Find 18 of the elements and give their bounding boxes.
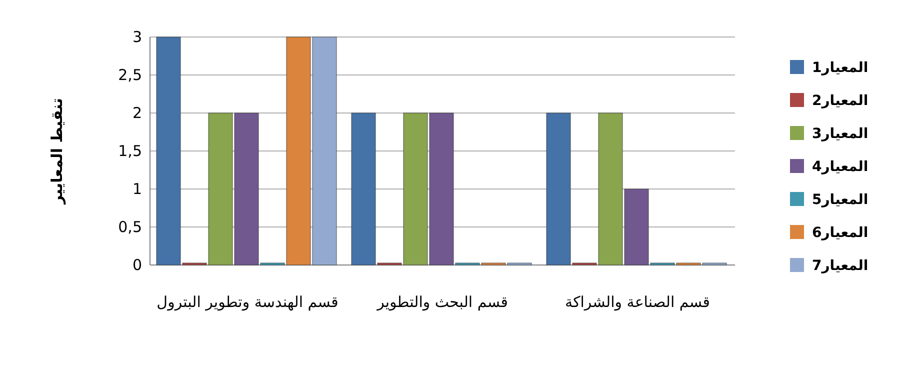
y-tick-label: 1,5	[118, 142, 142, 160]
y-tick-label: 0,5	[118, 218, 142, 236]
y-tick-label: 2	[132, 104, 142, 122]
legend-label: المعيار6	[812, 225, 868, 241]
legend-label: المعيار4	[812, 159, 868, 175]
legend-label: المعيار5	[812, 192, 868, 208]
y-tick-label: 1	[132, 180, 142, 198]
legend-label: المعيار1	[812, 60, 868, 76]
legend-label: المعيار7	[812, 258, 868, 274]
legend-label: المعيار3	[812, 126, 868, 142]
x-tick-label: قسم الهندسة وتطوير البترول	[156, 293, 338, 311]
y-axis-title: تنقيط المعايير	[48, 98, 66, 205]
legend-label: المعيار2	[812, 93, 868, 109]
y-tick-label: 3	[132, 28, 142, 46]
x-tick-label: قسم البحث والتطوير	[376, 293, 508, 311]
y-tick-label: 2,5	[118, 66, 142, 84]
y-tick-label: 0	[132, 256, 142, 274]
x-tick-label: قسم الصناعة والشراكة	[565, 293, 710, 311]
